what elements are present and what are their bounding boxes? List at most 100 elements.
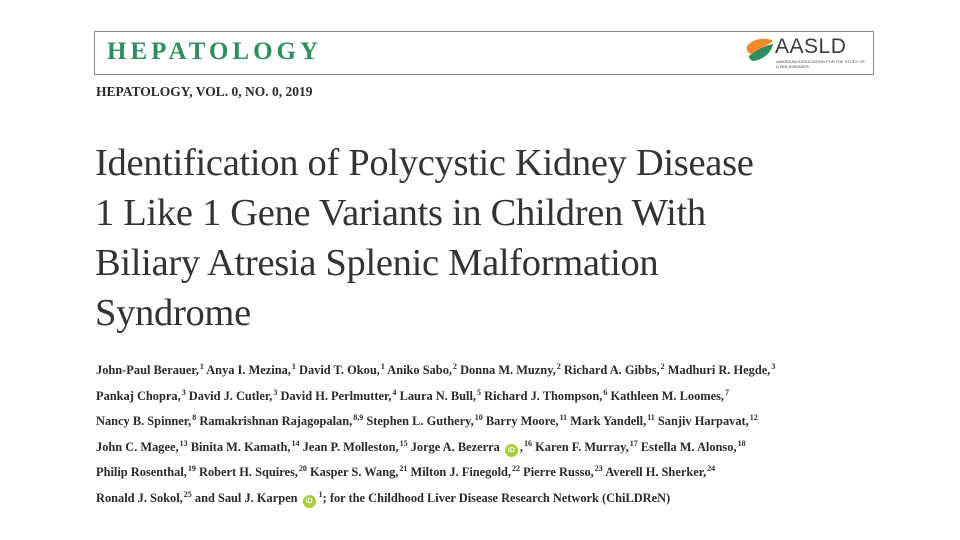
- author-name-text: Richard A. Gibbs,: [563, 363, 660, 377]
- author-name[interactable]: Karen F. Murray,17: [535, 439, 638, 454]
- author-name-text: Robert H. Squires,: [199, 465, 298, 480]
- affiliation-superscript: 16: [524, 438, 533, 448]
- author-line: John C. Magee,13 Binita M. Kamath,14 Jea…: [96, 433, 876, 459]
- title-line: Syndrome: [95, 292, 251, 334]
- issue-line: HEPATOLOGY, VOL. 0, NO. 0, 2019: [96, 84, 313, 99]
- author-name-text: Aniko Sabo,: [387, 363, 452, 377]
- author-name[interactable]: Jorge A. Bezerra iD ,16: [411, 438, 533, 457]
- author-name[interactable]: Ronald J. Sokol,25: [96, 489, 192, 505]
- author-name[interactable]: Kathleen M. Loomes,7: [610, 387, 730, 403]
- journal-name: HEPATOLOGY: [107, 38, 323, 65]
- logo-subtitle: AMERICAN ASSOCIATION FOR THE STUDY OF LI…: [776, 59, 865, 69]
- affiliation-superscript: 6: [603, 387, 608, 397]
- affiliation-superscript: 1: [291, 362, 296, 371]
- author-punctuation: ,: [519, 439, 524, 454]
- journal-masthead: HEPATOLOGY AASLD AMERICAN ASSOCIATION FO…: [94, 31, 874, 75]
- affiliation-superscript: 3: [771, 362, 776, 371]
- author-name[interactable]: Robert H. Squires,20: [199, 464, 307, 480]
- author-name-text: Donna M. Muzny,: [460, 363, 556, 377]
- author-name[interactable]: David H. Perlmutter,4: [280, 388, 396, 403]
- author-name[interactable]: Estella M. Alonso,18: [641, 438, 746, 454]
- author-name[interactable]: Anya I. Mezina,1: [206, 362, 296, 377]
- affiliation-superscript: 1: [199, 362, 204, 371]
- author-name[interactable]: Madhuri R. Hegde,3: [667, 362, 776, 377]
- author-name[interactable]: David J. Cutler,3: [189, 388, 278, 403]
- author-name[interactable]: Stephen L. Guthery,10: [366, 413, 483, 429]
- author-name-text: Ronald J. Sokol,: [96, 490, 183, 505]
- author-name[interactable]: Pierre Russo,23: [523, 464, 603, 479]
- author-name[interactable]: Ramakrishnan Rajagopalan,8,9: [199, 413, 364, 429]
- affiliation-superscript: 1: [318, 489, 323, 499]
- affiliation-superscript: 8: [192, 413, 197, 423]
- author-name[interactable]: Donna M. Muzny,2: [460, 362, 561, 377]
- author-name-text: David T. Okou,: [299, 363, 380, 377]
- article-title: Identification of Polycystic Kidney Dise…: [95, 138, 885, 338]
- author-name[interactable]: Richard J. Thompson,6: [484, 387, 608, 403]
- affiliation-superscript: 10: [474, 413, 483, 423]
- author-name[interactable]: Nancy B. Spinner,8: [96, 413, 197, 429]
- author-name[interactable]: Sanjiv Harpavat,12: [657, 413, 758, 429]
- author-name-text: Madhuri R. Hegde,: [667, 363, 771, 377]
- affiliation-superscript: 1: [380, 362, 385, 371]
- affiliation-superscript: 19: [187, 464, 196, 474]
- author-name-text: Richard J. Thompson,: [484, 388, 603, 403]
- author-name[interactable]: Milton J. Finegold,22: [411, 464, 521, 479]
- author-name-text: David H. Perlmutter,: [280, 388, 392, 403]
- author-line: John-Paul Berauer,1 Anya I. Mezina,1 Dav…: [96, 356, 876, 382]
- author-line: Nancy B. Spinner,8 Ramakrishnan Rajagopa…: [96, 407, 876, 433]
- title-line: Biliary Atresia Splenic Malformation: [95, 242, 659, 284]
- author-name-text: and Saul J. Karpen: [194, 490, 298, 505]
- author-name[interactable]: Laura N. Bull,5: [400, 388, 481, 403]
- author-name[interactable]: Philip Rosenthal,19: [96, 464, 196, 479]
- author-name-text: Nancy B. Spinner,: [96, 414, 192, 429]
- orcid-icon[interactable]: iD: [504, 443, 518, 457]
- author-name[interactable]: Averell H. Sherker,24: [605, 464, 716, 480]
- author-name[interactable]: and Saul J. Karpen iD1: [194, 489, 323, 508]
- aasld-logo: AASLD AMERICAN ASSOCIATION FOR THE STUDY…: [745, 34, 873, 74]
- author-name-text: Binita M. Kamath,: [190, 439, 291, 454]
- author-name[interactable]: Pankaj Chopra,3: [96, 387, 186, 403]
- author-name[interactable]: John-Paul Berauer,1: [96, 362, 204, 377]
- author-name[interactable]: Aniko Sabo,2: [387, 362, 457, 377]
- author-name-text: Averell H. Sherker,: [605, 465, 707, 480]
- affiliation-superscript: 8,9: [353, 413, 364, 423]
- author-name-text: Karen F. Murray,: [535, 439, 629, 454]
- group-author: ; for the Childhood Liver Disease Resear…: [322, 490, 671, 505]
- affiliation-superscript: 24: [707, 464, 716, 474]
- author-name[interactable]: Kasper S. Wang,21: [310, 464, 407, 480]
- author-name-text: Kasper S. Wang,: [310, 465, 399, 480]
- affiliation-superscript: 3: [181, 387, 186, 397]
- author-name[interactable]: Jean P. Molleston,15: [303, 438, 408, 454]
- title-line: Identification of Polycystic Kidney Dise…: [95, 142, 754, 184]
- author-name-text: John-Paul Berauer,: [96, 363, 199, 377]
- affiliation-superscript: 22: [512, 464, 521, 474]
- affiliation-superscript: 2: [660, 362, 665, 371]
- affiliation-superscript: 25: [183, 489, 192, 499]
- author-name-text: Anya I. Mezina,: [206, 363, 291, 377]
- logo-text: AASLD: [775, 35, 847, 58]
- affiliation-superscript: 18: [737, 438, 746, 448]
- author-name-text: Pankaj Chopra,: [96, 388, 181, 403]
- author-name-text: Stephen L. Guthery,: [366, 414, 474, 429]
- author-name[interactable]: David T. Okou,1: [299, 362, 385, 377]
- author-name[interactable]: Richard A. Gibbs,2: [563, 362, 665, 377]
- author-name[interactable]: John C. Magee,13: [96, 438, 188, 454]
- author-name[interactable]: Mark Yandell,11: [570, 413, 655, 429]
- affiliation-superscript: 13: [179, 438, 188, 448]
- affiliation-superscript: 7: [725, 387, 730, 397]
- author-name-text: Sanjiv Harpavat,: [657, 414, 749, 429]
- author-name[interactable]: Binita M. Kamath,14: [190, 438, 300, 454]
- author-name-text: Barry Moore,: [485, 414, 559, 429]
- affiliation-superscript: 15: [399, 438, 408, 448]
- author-name-text: Ramakrishnan Rajagopalan,: [199, 414, 353, 429]
- title-line: 1 Like 1 Gene Variants in Children With: [95, 192, 706, 234]
- affiliation-superscript: 20: [298, 464, 307, 474]
- author-line: Pankaj Chopra,3 David J. Cutler,3 David …: [96, 382, 876, 408]
- author-name-text: Mark Yandell,: [570, 414, 647, 429]
- affiliation-superscript: 14: [291, 438, 300, 448]
- author-list: John-Paul Berauer,1 Anya I. Mezina,1 Dav…: [96, 356, 876, 510]
- affiliation-superscript: 2: [453, 362, 457, 371]
- author-name[interactable]: Barry Moore,11: [485, 413, 567, 429]
- author-line: Ronald J. Sokol,25 and Saul J. Karpen iD…: [96, 484, 876, 510]
- orcid-icon[interactable]: iD: [302, 494, 316, 508]
